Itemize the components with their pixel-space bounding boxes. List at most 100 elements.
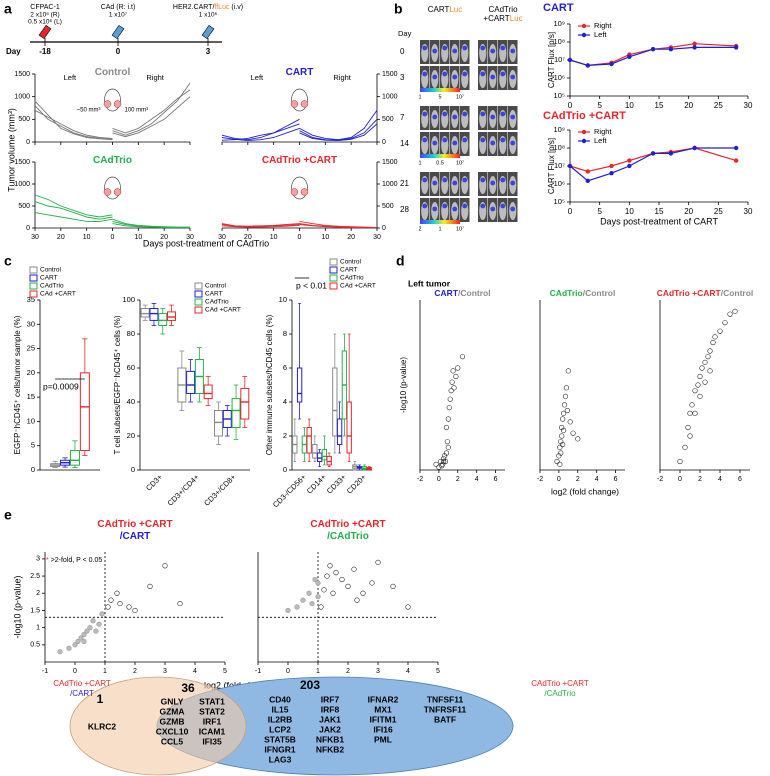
y-tick-label: 0 bbox=[26, 225, 30, 232]
x-axis-label: Days post-treatment of CAdTrio bbox=[143, 238, 269, 248]
syringe-icon bbox=[38, 24, 52, 40]
volcano-point bbox=[695, 382, 701, 388]
venn-count: 203 bbox=[300, 678, 320, 692]
volcano-point bbox=[93, 628, 99, 634]
box bbox=[203, 384, 213, 400]
title-part: CART bbox=[434, 288, 458, 298]
volcano-point bbox=[446, 405, 452, 411]
bli-signal bbox=[432, 140, 438, 146]
volcano-point bbox=[445, 444, 451, 450]
x-tick-label: 1 bbox=[103, 668, 107, 675]
bli-signal bbox=[480, 177, 486, 183]
tumor-curve bbox=[112, 82, 191, 136]
tumor-curve bbox=[112, 96, 191, 138]
side-label: Right bbox=[146, 73, 164, 82]
title-part: /Control bbox=[458, 288, 491, 298]
plot-title: CART/Control bbox=[434, 288, 490, 298]
legend-label: Left bbox=[594, 30, 607, 39]
volcano-point bbox=[96, 621, 102, 627]
tumor-icon bbox=[290, 188, 299, 196]
flux-point bbox=[733, 145, 739, 151]
y-tick-label: 1000 bbox=[14, 181, 30, 188]
volcano-point bbox=[87, 625, 93, 631]
legend-label: CART bbox=[340, 267, 358, 274]
volcano-point bbox=[360, 590, 366, 596]
scale-label: 1 bbox=[418, 94, 421, 100]
y-tick-label: 1000 bbox=[382, 94, 398, 101]
bli-signal bbox=[462, 137, 468, 143]
y-tick-label: 1000 bbox=[14, 94, 30, 101]
gene-name: JAK1 bbox=[319, 714, 341, 724]
volcano-point bbox=[702, 379, 708, 385]
y-tick-label: 10⁵ bbox=[554, 91, 565, 100]
x-tick-label: 0 bbox=[286, 668, 290, 675]
volcano-point bbox=[559, 433, 565, 439]
volcano-point bbox=[99, 611, 105, 617]
bli-signal bbox=[490, 48, 496, 54]
x-tick-label: 0 bbox=[678, 476, 682, 483]
volcano-point bbox=[440, 461, 446, 467]
panel-letter: c bbox=[4, 253, 12, 269]
y-tick-label: 500 bbox=[18, 116, 30, 123]
panel-header: Left tumor bbox=[408, 278, 451, 288]
legend-label: CART bbox=[40, 275, 58, 282]
volcano-point bbox=[442, 458, 449, 465]
x-tick-label: 10 bbox=[321, 234, 329, 241]
x-tick-label: 30 bbox=[218, 234, 226, 241]
bli-signal bbox=[500, 71, 506, 77]
gene-name: IFI35 bbox=[202, 736, 222, 746]
chart-title: CAdTrio +CART bbox=[262, 155, 337, 166]
volcano-point bbox=[449, 379, 455, 385]
panel-letter: b bbox=[394, 1, 403, 17]
tumor-curve bbox=[221, 123, 300, 141]
volcano-point bbox=[439, 463, 445, 469]
x-tick-label: 30 bbox=[373, 234, 381, 241]
volcano-point bbox=[450, 368, 456, 374]
volcano-point bbox=[702, 359, 708, 365]
volcano-point bbox=[177, 600, 183, 607]
volcano-point bbox=[564, 407, 570, 414]
event-name: HER2.CART/ffLuc (i.v) bbox=[173, 4, 243, 11]
y-tick-label: 30 bbox=[27, 319, 35, 328]
scale-label: 2 bbox=[418, 226, 421, 232]
gene-name: PML bbox=[374, 734, 392, 744]
y-tick-label: 1500 bbox=[382, 71, 398, 78]
title-part: CFPAC-1 bbox=[30, 4, 60, 11]
y-tick-label: 20 bbox=[127, 431, 135, 440]
x-tick-label: 0 bbox=[73, 668, 77, 675]
scale-label: 10⁷ bbox=[456, 225, 464, 232]
bli-signal bbox=[510, 180, 516, 186]
column-header: CAdTrio bbox=[488, 5, 518, 14]
x-tick-label: 4 bbox=[475, 476, 479, 483]
annotation: p=0.0009 bbox=[43, 381, 79, 391]
x-tick-label: 5 bbox=[597, 101, 602, 110]
volcano-point bbox=[300, 597, 306, 603]
venn-label: /CAdTrio bbox=[544, 689, 576, 698]
title-part: CAdTrio bbox=[93, 155, 132, 166]
legend-label: CAd +CART bbox=[205, 307, 241, 314]
x-tick-label: 4 bbox=[193, 668, 197, 675]
scale-label: 10⁷ bbox=[456, 93, 464, 100]
day-header: Day bbox=[398, 29, 412, 38]
y-tick-label: 500 bbox=[18, 203, 30, 210]
chart-title: CAdTrio bbox=[93, 155, 132, 166]
x-tick-label: 10 bbox=[625, 207, 634, 216]
color-scale bbox=[420, 88, 460, 92]
volcano-point bbox=[147, 583, 153, 589]
y-tick-label: 10 bbox=[279, 295, 287, 304]
column-header: +CARTLuc bbox=[483, 14, 522, 23]
x-tick-label: 2 bbox=[133, 668, 137, 675]
x-tick-label: 0 bbox=[111, 234, 115, 241]
x-axis-label: Days post-treatment of CART bbox=[600, 216, 718, 226]
x-tick-label: 1 bbox=[316, 668, 320, 675]
bli-signal bbox=[422, 111, 428, 117]
box bbox=[326, 455, 332, 466]
timeline-day: -18 bbox=[39, 47, 51, 56]
title-part: CAdTrio +CART bbox=[97, 519, 172, 530]
x-tick-label: 6 bbox=[738, 476, 742, 483]
y-tick-label: 0 bbox=[26, 139, 30, 146]
volcano-point bbox=[687, 410, 693, 416]
x-tick-label: 5 bbox=[223, 668, 227, 675]
bli-signal bbox=[510, 140, 516, 146]
